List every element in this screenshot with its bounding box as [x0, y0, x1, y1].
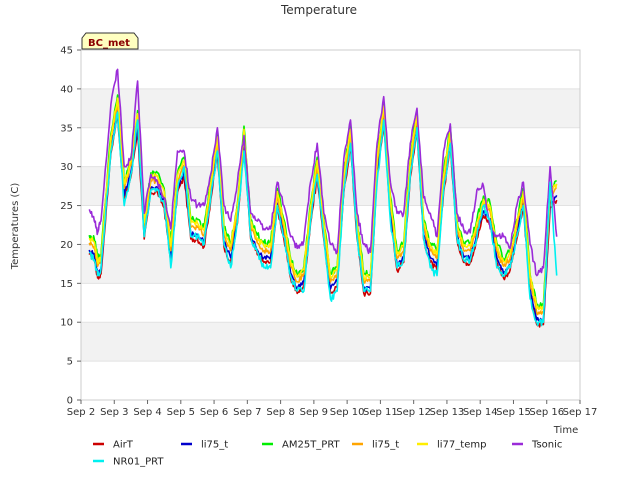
- site-badge: BC_met: [81, 32, 139, 50]
- x-tick-label: Sep 6: [200, 407, 228, 418]
- x-tick-label: Sep 12: [396, 407, 431, 418]
- legend-label: li75_t: [201, 440, 228, 451]
- x-tick-label: Sep 5: [167, 407, 195, 418]
- legend: AirT li75_t AM25T_PRT li75_t li77_temp Tsonic…: [93, 440, 562, 468]
- series-line-li77-temp: [88, 97, 558, 311]
- x-tick-label: Sep 3: [100, 407, 128, 418]
- x-tick-label: Sep 10: [330, 407, 365, 418]
- legend-label: Tsonic: [531, 440, 562, 451]
- y-tick-label: 10: [60, 318, 73, 329]
- plot-frame: [80, 49, 581, 401]
- x-tick-label: Sep 4: [133, 407, 161, 418]
- grid-bands: [81, 49, 580, 401]
- y-tick-label: 20: [60, 240, 73, 251]
- legend-label: AirT: [113, 440, 134, 451]
- legend-label: li77_temp: [437, 440, 486, 451]
- legend-label: li75_t: [372, 440, 399, 451]
- x-tick-label: Sep 2: [67, 407, 95, 418]
- y-axis-label: Temperatures (C): [10, 183, 21, 271]
- y-tick-label: 0: [67, 396, 73, 407]
- x-tick-label: Sep 7: [233, 407, 261, 418]
- badge-box: [81, 32, 139, 50]
- grid-band: [81, 88, 580, 128]
- grid-band: [81, 322, 580, 362]
- series-layer: [88, 68, 558, 328]
- y-tick-label: 25: [60, 201, 73, 212]
- y-tick-label: 35: [60, 123, 73, 134]
- series-line-tsonic: [88, 68, 558, 277]
- legend-label: NR01_PRT: [113, 457, 164, 468]
- x-tick-label: Sep 16: [529, 407, 564, 418]
- series-line-nr01-prt: [88, 111, 558, 327]
- legend-label: AM25T_PRT: [282, 440, 341, 451]
- y-tick-label: 45: [60, 46, 73, 57]
- badge-label: BC_met: [88, 38, 130, 49]
- x-tick-label: Sep 15: [496, 407, 531, 418]
- chart-title: Temperature: [280, 3, 357, 17]
- y-tick-label: 5: [67, 357, 73, 368]
- x-axis-label: Time: [553, 425, 578, 436]
- y-tick-label: 15: [60, 279, 73, 290]
- y-tick-label: 40: [60, 84, 73, 95]
- x-tick-label: Sep 14: [463, 407, 498, 418]
- y-tick-label: 30: [60, 162, 73, 173]
- axes: 0 5 10 15 20 25 30 35 40 45 Sep 2 Sep 3 Sep 4 Sep 5 Se…: [60, 46, 597, 419]
- x-tick-label: Sep 11: [363, 407, 398, 418]
- x-tick-label: Sep 13: [430, 407, 465, 418]
- x-tick-label: Sep 9: [300, 407, 328, 418]
- x-tick-label: Sep 17: [563, 407, 598, 418]
- x-tick-label: Sep 8: [266, 407, 294, 418]
